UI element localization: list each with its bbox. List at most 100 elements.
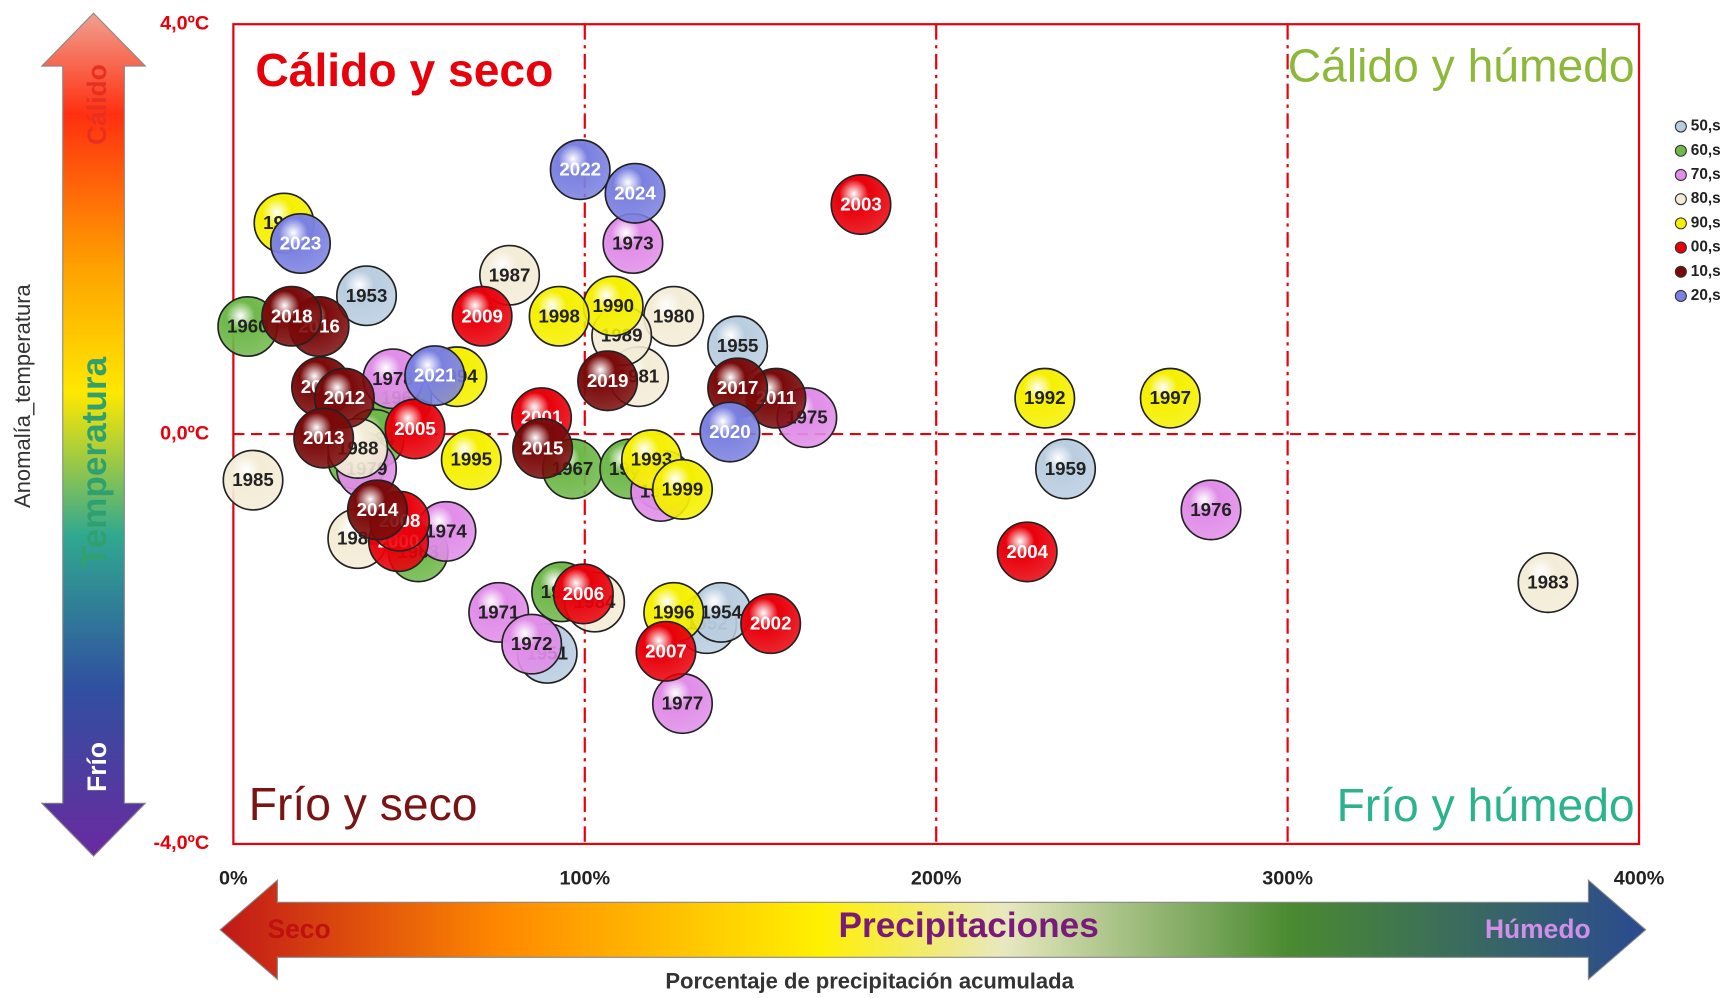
bubble bbox=[293, 407, 355, 469]
bubble bbox=[269, 212, 332, 275]
quadrant-label: Frío y húmedo bbox=[1337, 779, 1635, 831]
y-tick-label: 0,0ºC bbox=[160, 422, 209, 444]
bubble bbox=[604, 162, 666, 224]
legend-marker bbox=[1674, 217, 1687, 230]
bubble-label: 1983 bbox=[1527, 572, 1569, 593]
bubble-label: 2002 bbox=[750, 613, 792, 634]
legend-marker bbox=[1674, 241, 1687, 254]
bubble bbox=[222, 449, 284, 511]
legend-marker bbox=[1674, 193, 1687, 206]
bubble bbox=[346, 479, 408, 541]
bubble bbox=[501, 613, 563, 675]
bubble-label: 2003 bbox=[840, 194, 882, 215]
bubble-label: 1972 bbox=[511, 633, 553, 654]
bubble-label: 1973 bbox=[612, 233, 654, 254]
legend-label: 00,s bbox=[1691, 239, 1721, 256]
bubble bbox=[404, 345, 466, 407]
bubble-label: 2013 bbox=[303, 427, 345, 448]
bubble-label: 1974 bbox=[425, 520, 467, 541]
bubble-label: 1980 bbox=[653, 305, 695, 326]
bubble-label: 2019 bbox=[587, 370, 629, 391]
bubble-label: 2023 bbox=[280, 233, 322, 254]
bubble-label: 2012 bbox=[324, 387, 366, 408]
y-tick-label: 4,0ºC bbox=[160, 12, 209, 34]
bubble-label: 2021 bbox=[414, 365, 456, 386]
legend-label: 70,s bbox=[1691, 166, 1721, 183]
arrow-middle-label: Precipitaciones bbox=[839, 906, 1099, 945]
bubble bbox=[577, 350, 639, 412]
legend-marker bbox=[1674, 120, 1687, 133]
bubble bbox=[1517, 552, 1579, 614]
arrow-bottom-label: Frío bbox=[82, 742, 112, 792]
bubble-label: 1954 bbox=[700, 601, 742, 622]
bubble-label: 2018 bbox=[271, 305, 313, 326]
bubble bbox=[1139, 367, 1201, 429]
legend-label: 90,s bbox=[1691, 214, 1721, 231]
legend-label: 80,s bbox=[1691, 190, 1721, 207]
bubble-label: 1976 bbox=[1190, 499, 1232, 520]
bubble-label: 1993 bbox=[631, 449, 673, 470]
bubble bbox=[699, 401, 761, 463]
y-axis-title: Anomalía_temperatura bbox=[10, 283, 35, 508]
bubble bbox=[651, 458, 714, 520]
legend-label: 10,s bbox=[1691, 263, 1721, 280]
quadrant-label: Frío y seco bbox=[249, 778, 478, 830]
x-tick-label: 200% bbox=[911, 867, 962, 889]
bubble-label: 1990 bbox=[592, 295, 634, 316]
bubble-label: 1998 bbox=[538, 305, 580, 326]
bubble-label: 2004 bbox=[1006, 541, 1048, 562]
bubble bbox=[261, 285, 323, 347]
bubble-label: 1999 bbox=[662, 478, 704, 499]
precipitation-arrow bbox=[219, 879, 1647, 981]
bubble-label: 2024 bbox=[614, 182, 656, 203]
legend-marker bbox=[1674, 289, 1687, 303]
bubble bbox=[635, 620, 697, 682]
bubble bbox=[512, 417, 574, 479]
bubble-label: 1977 bbox=[662, 693, 704, 714]
bubble-label: 2006 bbox=[563, 583, 605, 604]
bubble-label: 2015 bbox=[522, 437, 564, 458]
bubble bbox=[830, 174, 892, 236]
arrow-left-label: Seco bbox=[267, 914, 330, 944]
quadrant-label: Cálido y seco bbox=[255, 44, 553, 96]
arrow-top-label: Cálido bbox=[82, 64, 112, 145]
bubble bbox=[549, 139, 611, 201]
bubble-label: 1959 bbox=[1045, 458, 1087, 479]
bubble bbox=[440, 429, 502, 491]
bubble-label: 1960 bbox=[227, 316, 269, 337]
bubble bbox=[528, 285, 590, 347]
arrow-right-label: Húmedo bbox=[1485, 914, 1591, 944]
x-axis-title: Porcentaje de precipitación acumulada bbox=[665, 968, 1074, 993]
bubble-label: 1953 bbox=[346, 285, 388, 306]
bubble bbox=[384, 398, 446, 460]
bubble-label: 1955 bbox=[717, 335, 759, 356]
bubble bbox=[1014, 367, 1076, 429]
bubble bbox=[1034, 438, 1097, 500]
bubble bbox=[740, 593, 802, 655]
bubble-label: 2005 bbox=[394, 418, 436, 439]
arrow-middle-label: Temperatura bbox=[75, 356, 114, 567]
x-tick-label: 0% bbox=[219, 867, 248, 889]
bubble-label: 1978 bbox=[372, 368, 414, 389]
legend-marker bbox=[1674, 144, 1687, 157]
bubble bbox=[552, 563, 614, 625]
y-tick-label: -4,0ºC bbox=[153, 832, 209, 854]
bubble-label: 1995 bbox=[450, 449, 492, 470]
bubble-label: 1997 bbox=[1149, 387, 1191, 408]
bubble-label: 1971 bbox=[478, 601, 520, 622]
bubble bbox=[451, 285, 513, 347]
bubble bbox=[996, 521, 1058, 583]
x-tick-label: 400% bbox=[1614, 867, 1665, 889]
x-tick-label: 100% bbox=[559, 867, 610, 889]
bubble-label: 1985 bbox=[232, 469, 274, 490]
bubble-label: 2007 bbox=[645, 640, 687, 661]
legend-label: 20,s bbox=[1691, 287, 1721, 304]
quadrant-label: Cálido y húmedo bbox=[1288, 40, 1635, 92]
temperature-arrow bbox=[40, 12, 147, 857]
bubble-label: 1987 bbox=[489, 264, 531, 285]
bubble-label: 1996 bbox=[653, 601, 695, 622]
bubble-label: 2017 bbox=[717, 377, 759, 398]
bubble bbox=[1180, 479, 1242, 541]
